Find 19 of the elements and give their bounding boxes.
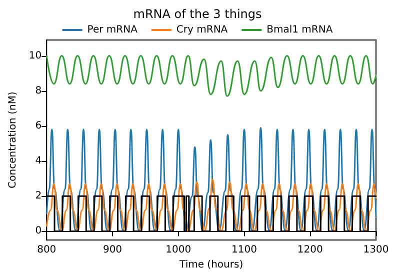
legend-label: Cry mRNA: [176, 24, 228, 36]
x-tick-label: 900: [102, 244, 122, 256]
y-tick-label: 6: [35, 120, 42, 132]
x-tick-label: 800: [37, 244, 56, 256]
y-tick-label: 8: [35, 85, 42, 96]
x-tick-label: 1300: [363, 244, 389, 256]
line-series: [46, 55, 377, 97]
x-tick-label: 1000: [166, 244, 192, 256]
y-tick-label: 10: [28, 50, 42, 62]
x-tick-label: 1200: [297, 244, 323, 256]
legend-label: Bmal1 mRNA: [266, 24, 333, 36]
y-tick-label: 4: [35, 156, 42, 167]
chart-title: mRNA of the 3 things: [133, 7, 262, 21]
legend-label: Per mRNA: [87, 24, 138, 36]
y-axis-title: Concentration (nM): [8, 92, 18, 188]
x-tick-label: 1100: [232, 244, 257, 256]
y-tick-label: 0: [35, 226, 42, 237]
x-axis-title: Time (hours): [178, 260, 244, 270]
y-tick-label: 2: [35, 190, 42, 202]
